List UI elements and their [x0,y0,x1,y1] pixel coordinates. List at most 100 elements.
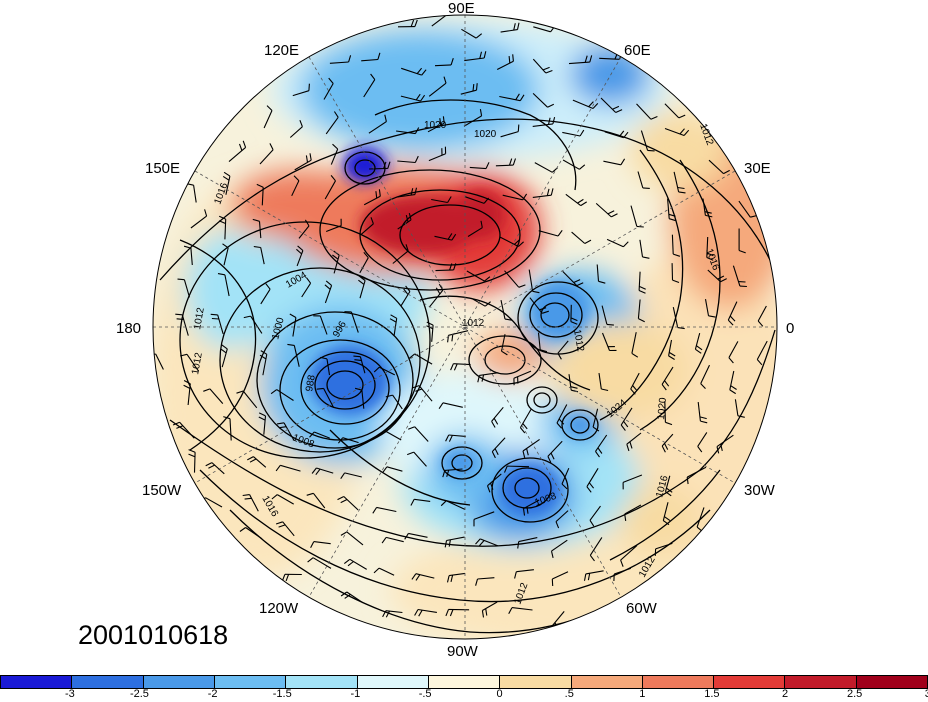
wind-barb-feather [588,101,594,108]
wind-barb-shaft [716,434,734,448]
colorbar-tick-label: .5 [564,688,574,700]
wind-barb-feather [253,245,261,249]
wind-barb-feather [577,198,584,204]
wind-barb-feather [218,220,226,225]
wind-barb-shaft [292,317,297,337]
wind-barb-shaft [556,404,568,424]
wind-barb-shaft [599,57,620,60]
wind-barb-feather [542,310,549,314]
wind-barb-feather [493,418,499,425]
wind-barb-shaft [470,297,486,307]
lon-label-120w: 120W [259,600,299,617]
wind-barb-feather [584,55,588,63]
wind-barb-feather [723,169,730,175]
wind-barb-feather [598,280,606,284]
wind-barb-feather [439,118,442,126]
wind-barb-shaft [369,167,388,170]
wind-barb-feather [479,51,483,59]
lon-label-180: 180 [116,320,142,337]
wind-barb-feather [410,19,415,27]
wind-barb-feather [275,464,281,472]
wind-barb-shaft [313,431,330,439]
wind-barb-feather [340,499,348,504]
wind-barb-feather [354,387,363,391]
wind-barb-shaft [661,433,674,447]
wind-barb-feather [475,33,483,39]
wind-barb-shaft [323,388,335,408]
wind-barb-shaft [686,466,707,478]
wind-barb-shaft [532,194,552,198]
wind-barb-feather [451,233,457,241]
wind-barb-feather [697,446,703,453]
wind-barb-feather [557,229,563,237]
wind-barb-feather [620,424,626,431]
contour-label: 1020 [424,120,447,131]
wind-barb-feather [347,561,354,567]
wind-barb-feather [309,153,312,161]
wind-barb-shaft [487,473,502,487]
wind-barb-feather [484,276,491,282]
wind-barb-feather [501,350,508,356]
graticule [153,15,777,639]
wind-barb-feather [668,351,676,357]
wind-barb-feather [668,213,676,217]
wind-barb-shaft [155,353,164,370]
wind-barb-feather [450,574,454,583]
wind-barb-feather [370,217,374,224]
wind-barb-shaft [756,340,768,360]
wind-barb-feather [333,111,339,118]
wind-barb-feather [297,245,304,251]
wind-barb-shaft [562,271,578,286]
wind-barb-feather [700,383,706,389]
wind-barb-shaft [445,500,466,511]
wind-barb-shaft [532,93,548,108]
wind-barb-shaft [224,274,230,297]
wind-barb-feather [410,499,415,506]
wind-barb-shaft [622,474,643,483]
wind-barb-feather [243,315,251,319]
wind-barb-feather [663,516,671,522]
wind-barb-feather [696,345,703,351]
wind-barb-shaft [363,79,376,98]
wind-barb-shaft [707,269,721,283]
wind-barb-shaft [384,430,402,441]
wind-barb-feather [412,385,420,389]
wind-barb-feather [547,117,551,125]
wind-barb-feather [453,263,457,271]
wind-barb-shaft [260,247,265,265]
wind-barb-feather [579,164,586,170]
lon-label-150e: 150E [145,160,181,177]
wind-barb-shaft [414,426,429,442]
wind-barb-shaft [706,236,709,258]
contour-label: 1012 [462,318,485,329]
wind-barb-shaft [551,611,565,627]
timestamp-label: 2001010618 [78,620,229,650]
wind-barb-feather [438,402,444,410]
wind-barb-shaft [224,219,227,240]
wind-barb-shaft [291,180,300,197]
wind-barb-shaft [499,95,521,102]
wind-barb-shaft [289,126,303,138]
wind-barb-shaft [589,537,603,556]
wind-barb-shaft [601,332,611,351]
wind-barb-shaft [245,527,263,540]
wind-barb-feather [631,352,639,358]
colorbar-swatch [357,675,429,689]
wind-barb-feather [662,520,670,526]
wind-barb-feather [453,363,458,371]
wind-barb-shaft [312,557,332,569]
wind-barb-feather [442,470,446,478]
wind-barb-feather [421,69,427,76]
wind-barb-shaft [664,103,680,119]
wind-barb-shaft [408,532,428,538]
wind-barb-feather [348,55,352,63]
wind-barb-shaft [361,390,365,409]
colorbar-swatch [0,675,73,689]
wind-barb-shaft [529,297,543,314]
colorbar-swatch [143,675,215,689]
wind-barb-shaft [415,573,435,579]
wind-barb-feather [615,109,623,114]
wind-barb-feather [508,607,513,615]
wind-barb-shaft [193,452,196,473]
wind-barb-feather [632,385,638,392]
